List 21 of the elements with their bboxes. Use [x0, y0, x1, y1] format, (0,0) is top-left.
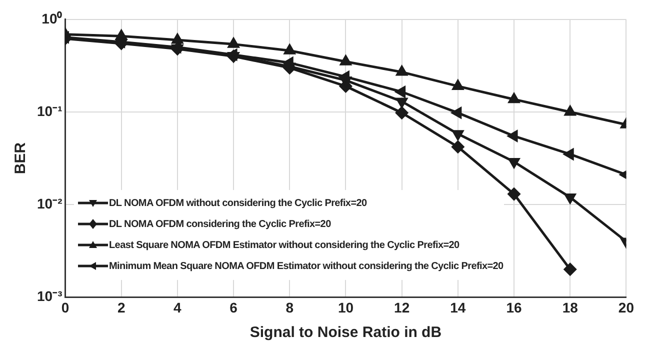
x-tick-label: 16 [506, 299, 522, 316]
x-tick-label: 10 [338, 299, 354, 316]
x-tick-label: 12 [394, 299, 410, 316]
x-tick-label: 2 [117, 299, 126, 316]
y-tick-label: 10⁻² [37, 195, 63, 212]
x-tick-label: 4 [174, 299, 182, 316]
y-tick-label: 10⁰ [42, 10, 62, 26]
x-tick-label: 6 [230, 299, 238, 316]
y-tick-label: 10⁻³ [37, 288, 63, 304]
legend-label: Least Square NOMA OFDM Estimator without considering the Cyclic Prefix=20 [109, 240, 460, 251]
x-tick-label: 18 [562, 299, 578, 316]
y-axis-title: BER [12, 142, 30, 174]
x-axis-title: Signal to Noise Ratio in dB [250, 324, 442, 342]
legend-label: DL NOMA OFDM considering the Cyclic Prefix=20 [109, 219, 331, 230]
legend-label: DL NOMA OFDM without considering the Cyclic Prefix=20 [109, 198, 367, 209]
x-tick-label: 0 [61, 299, 70, 316]
x-tick-label: 20 [618, 299, 634, 316]
y-tick-label: 10⁻¹ [37, 102, 63, 119]
x-tick-label: 8 [286, 299, 294, 316]
legend-label: Minimum Mean Square NOMA OFDM Estimator without considering the Cyclic Prefix=20 [109, 261, 504, 272]
x-tick-label: 14 [450, 299, 466, 316]
